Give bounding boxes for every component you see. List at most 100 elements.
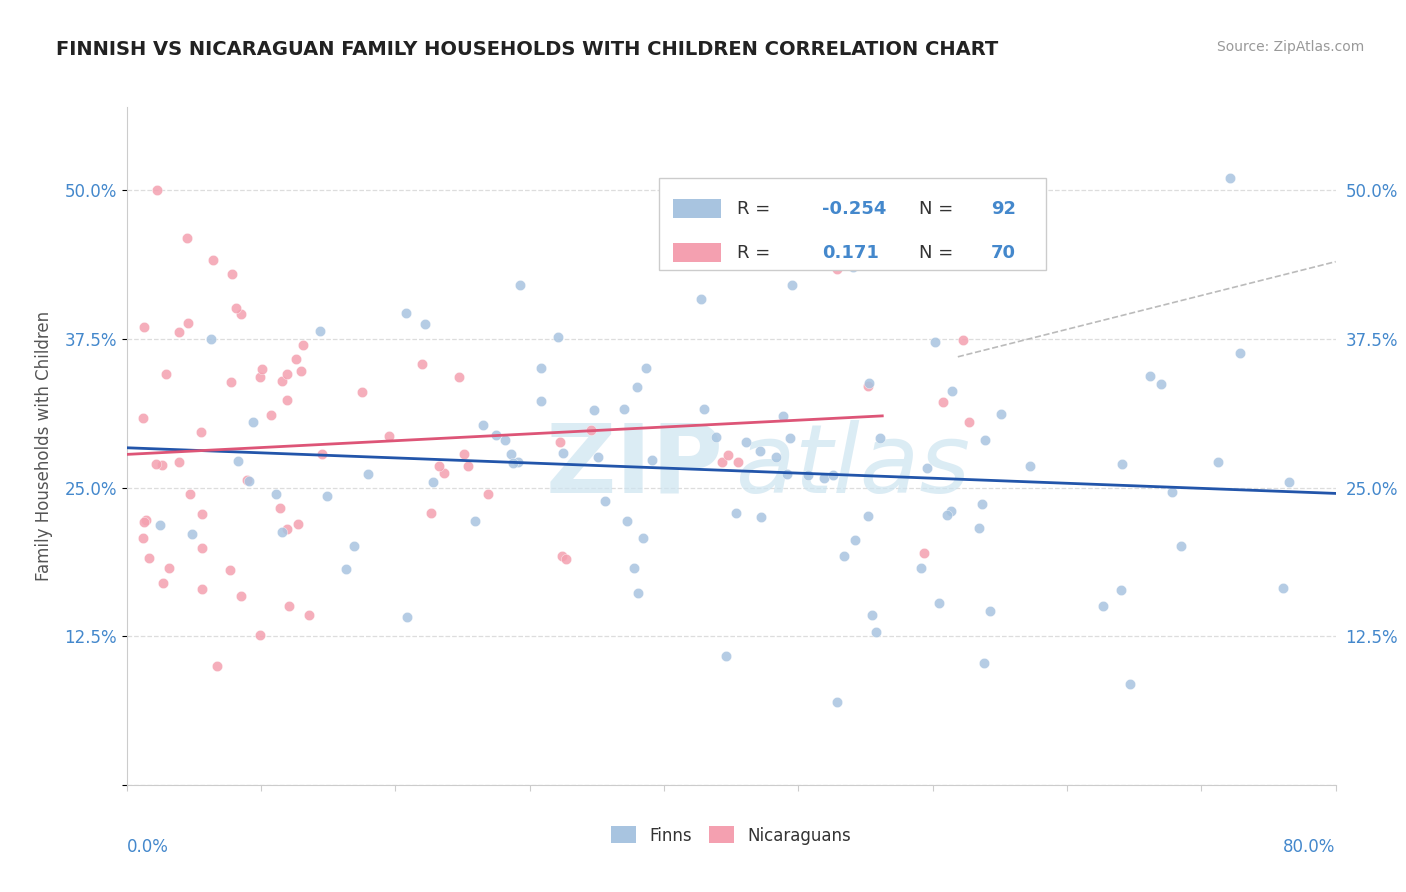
Point: [704, 430, 727, 444]
Point: [1109, 582, 1132, 597]
Point: [509, 278, 531, 293]
Point: [928, 596, 950, 610]
Point: [219, 563, 242, 577]
Point: [225, 301, 247, 316]
Point: [150, 458, 173, 472]
Point: [690, 293, 713, 307]
Point: [530, 360, 553, 375]
Point: [1092, 599, 1115, 613]
Point: [229, 589, 252, 603]
Point: [146, 183, 169, 197]
Point: [550, 549, 572, 564]
FancyBboxPatch shape: [673, 244, 721, 262]
Point: [1111, 458, 1133, 472]
Point: [276, 393, 298, 408]
Point: [593, 493, 616, 508]
Point: [967, 521, 990, 535]
Point: [287, 516, 309, 531]
Point: [952, 333, 974, 347]
Point: [167, 325, 190, 339]
Point: [181, 526, 204, 541]
Point: [856, 379, 879, 393]
Point: [464, 514, 486, 528]
Point: [396, 610, 419, 624]
Text: atlas: atlas: [734, 420, 970, 513]
Point: [972, 496, 994, 510]
Point: [200, 332, 222, 346]
Text: 0.171: 0.171: [821, 244, 879, 261]
Text: R =: R =: [737, 200, 776, 218]
Point: [1208, 455, 1230, 469]
Point: [869, 431, 891, 445]
Point: [221, 375, 243, 389]
Point: [936, 508, 959, 523]
Point: [191, 582, 214, 597]
Point: [378, 429, 401, 443]
Point: [249, 370, 271, 384]
Point: [858, 376, 880, 391]
Point: [167, 455, 190, 469]
Point: [427, 458, 450, 473]
Point: [191, 507, 214, 521]
Point: [825, 262, 848, 277]
Point: [502, 456, 524, 470]
Point: [693, 402, 716, 417]
Point: [152, 575, 174, 590]
Point: [727, 454, 749, 468]
Point: [135, 513, 157, 527]
Point: [149, 517, 172, 532]
Point: [749, 509, 772, 524]
Point: [547, 329, 569, 343]
Point: [825, 695, 848, 709]
Point: [797, 468, 820, 483]
Point: [924, 334, 946, 349]
Point: [548, 434, 571, 449]
Point: [939, 504, 962, 518]
Point: [191, 541, 214, 555]
Point: [1170, 539, 1192, 553]
Text: FINNISH VS NICARAGUAN FAMILY HOUSEHOLDS WITH CHILDREN CORRELATION CHART: FINNISH VS NICARAGUAN FAMILY HOUSEHOLDS …: [56, 40, 998, 59]
Point: [912, 546, 935, 560]
Point: [776, 467, 799, 482]
Point: [779, 432, 801, 446]
Point: [1278, 475, 1301, 490]
Point: [271, 374, 294, 388]
Point: [1219, 171, 1241, 186]
Point: [616, 514, 638, 528]
Point: [717, 448, 740, 462]
Point: [202, 253, 225, 268]
Point: [1139, 368, 1161, 383]
Point: [1161, 484, 1184, 499]
Point: [357, 467, 380, 481]
Point: [581, 424, 603, 438]
Point: [636, 360, 658, 375]
Point: [315, 489, 337, 503]
Point: [271, 525, 294, 540]
Text: ZIP: ZIP: [546, 420, 723, 513]
Point: [910, 560, 932, 574]
Point: [484, 428, 506, 442]
Point: [395, 306, 418, 320]
Point: [132, 410, 155, 425]
Point: [973, 657, 995, 671]
Point: [973, 433, 995, 447]
Point: [422, 475, 444, 489]
Text: Source: ZipAtlas.com: Source: ZipAtlas.com: [1216, 40, 1364, 54]
Point: [134, 515, 156, 529]
Point: [242, 415, 264, 429]
Point: [979, 604, 1001, 618]
Point: [823, 468, 845, 483]
Point: [1272, 581, 1295, 595]
Point: [860, 607, 883, 622]
Text: 92: 92: [991, 200, 1017, 218]
Point: [433, 466, 456, 480]
Point: [138, 551, 160, 566]
Text: 0.0%: 0.0%: [127, 838, 169, 856]
Point: [529, 394, 551, 409]
Point: [626, 380, 648, 394]
Point: [631, 531, 654, 545]
Point: [554, 552, 576, 566]
Point: [145, 457, 167, 471]
Point: [221, 267, 243, 281]
Point: [292, 338, 315, 352]
